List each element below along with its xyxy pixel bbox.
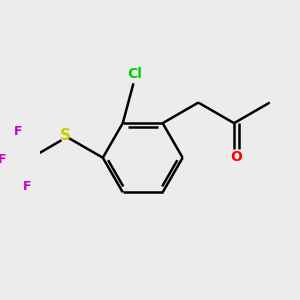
Text: F: F — [23, 180, 31, 193]
Text: S: S — [60, 128, 70, 143]
Text: F: F — [14, 125, 22, 138]
Text: O: O — [230, 150, 242, 164]
Text: Cl: Cl — [127, 67, 142, 81]
Text: F: F — [0, 153, 7, 166]
